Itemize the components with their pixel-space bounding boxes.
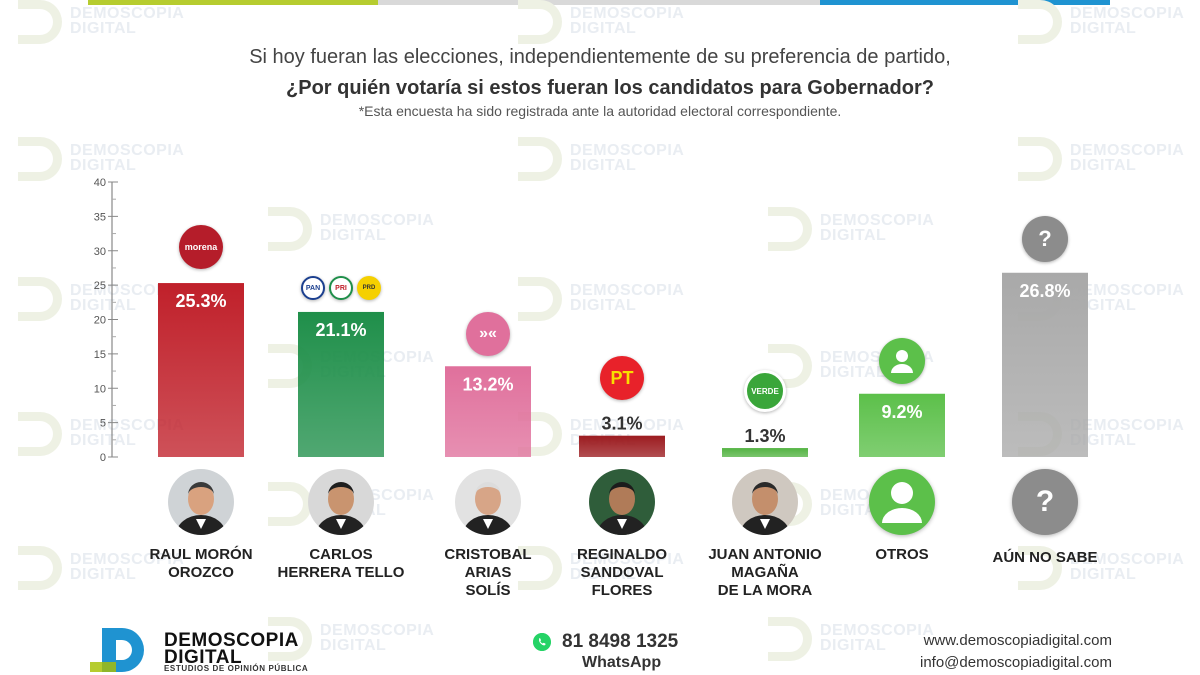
category-label: REGINALDO SANDOVAL FLORES <box>577 546 667 599</box>
brand-tagline: ESTUDIOS DE OPINIÓN PÚBLICA <box>164 664 309 673</box>
person-icon <box>879 338 925 384</box>
candidate-photo <box>589 469 655 535</box>
candidate-portrait-icon <box>589 469 655 535</box>
question-icon: ? <box>1022 216 1068 262</box>
category-label: RAUL MORÓN OROZCO <box>149 546 253 581</box>
whatsapp-icon <box>533 633 551 651</box>
demoscopia-logo-icon <box>90 628 144 672</box>
bar <box>1002 272 1088 457</box>
party-logo-pri: PRI <box>329 276 353 300</box>
category-label: AÚN NO SABE <box>992 549 1098 566</box>
party-logo-verde: VERDE <box>744 370 786 412</box>
top-accent-blue <box>820 0 1110 5</box>
otros-person-icon <box>869 469 935 535</box>
y-tick-label: 15 <box>94 349 106 361</box>
bar <box>722 448 808 457</box>
candidate-portrait-icon <box>168 469 234 535</box>
bar <box>579 435 665 457</box>
brand-name-line2: DIGITAL <box>164 647 243 668</box>
top-accent-bar <box>88 0 1110 5</box>
top-accent-green <box>88 0 378 5</box>
y-tick-label: 25 <box>94 280 106 292</box>
y-tick-label: 0 <box>100 452 106 464</box>
unknown-question-icon: ? <box>1012 469 1078 535</box>
website-link[interactable]: www.demoscopiadigital.com <box>923 632 1112 649</box>
candidate-photo <box>308 469 374 535</box>
person-silhouette-icon <box>882 482 922 523</box>
bar-value-label: 3.1% <box>601 414 642 434</box>
bar-value-label: 1.3% <box>744 426 785 446</box>
category-label: CRISTOBAL ARIAS SOLÍS <box>444 546 532 599</box>
candidate-portrait-icon <box>455 469 521 535</box>
person-silhouette-icon <box>891 350 913 373</box>
survey-question-line2: ¿Por quién votaría si estos fueran los c… <box>286 77 934 99</box>
y-tick-label: 20 <box>94 315 106 327</box>
party-logo-pt: PT <box>600 356 644 400</box>
bar <box>298 311 384 457</box>
survey-question-line1: Si hoy fueran las elecciones, independie… <box>249 46 951 68</box>
brand-name-line1: DEMOSCOPIA <box>164 630 299 651</box>
bar <box>445 366 531 457</box>
candidate-portrait-icon <box>308 469 374 535</box>
bar <box>158 283 244 457</box>
email-link[interactable]: info@demoscopiadigital.com <box>920 654 1112 671</box>
y-tick-label: 10 <box>94 383 106 395</box>
y-tick-label: 35 <box>94 211 106 223</box>
party-logo-pan: PAN <box>301 276 325 300</box>
whatsapp-phone-number[interactable]: 81 8498 1325 <box>562 631 679 652</box>
y-tick-label: 40 <box>94 177 106 189</box>
candidate-portrait-icon <box>732 469 798 535</box>
y-tick-label: 30 <box>94 246 106 258</box>
candidate-photo <box>168 469 234 535</box>
registration-note: *Esta encuesta ha sido registrada ante l… <box>358 103 842 119</box>
bar-value-label: 21.1% <box>315 320 366 340</box>
party-logo-mc: »« <box>466 312 510 356</box>
whatsapp-label: WhatsApp <box>582 654 662 671</box>
candidate-photo <box>455 469 521 535</box>
party-logo-morena: morena <box>179 225 223 269</box>
category-label: OTROS <box>875 546 929 563</box>
bar-value-label: 13.2% <box>462 374 513 394</box>
y-tick-label: 5 <box>100 418 106 430</box>
candidate-photo <box>732 469 798 535</box>
bar-value-label: 25.3% <box>175 291 226 311</box>
bar-value-label: 9.2% <box>881 402 922 422</box>
party-logo-prd: PRD <box>357 276 381 300</box>
bar <box>859 393 945 457</box>
category-label: JUAN ANTONIO MAGAÑA DE LA MORA <box>708 546 822 599</box>
category-label: CARLOS HERRERA TELLO <box>277 546 405 581</box>
bar-value-label: 26.8% <box>1019 281 1070 301</box>
